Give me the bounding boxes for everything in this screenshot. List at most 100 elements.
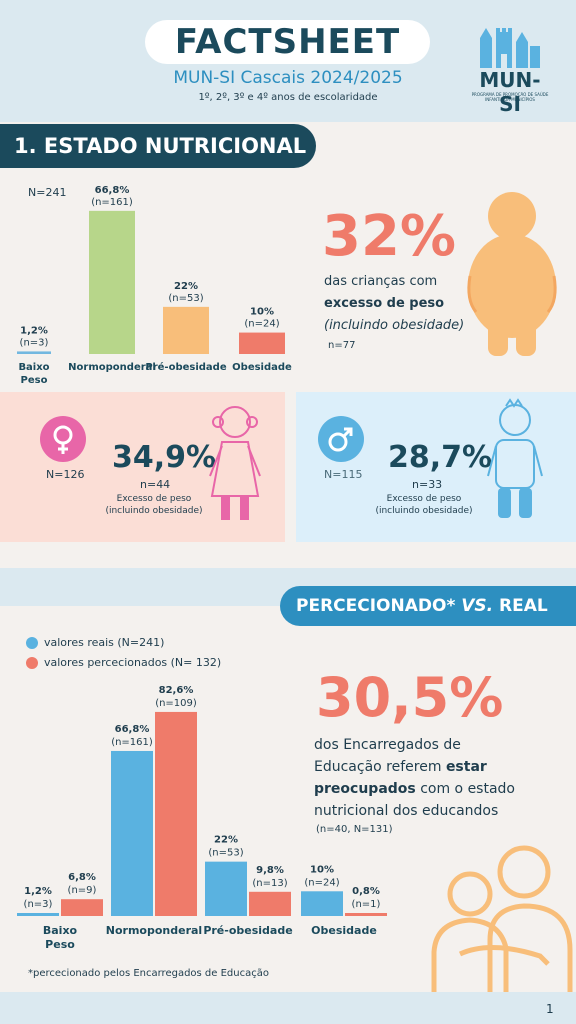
chart2-value-label: 1,2% — [24, 886, 52, 897]
legend-perceived-swatch — [26, 656, 38, 669]
chart2-category-label: Pré-obesidade — [203, 924, 292, 937]
legend-perceived-label: valores percecionados (N= 132) — [44, 656, 222, 669]
logo-subtext: PROGRAMA DE PROMOÇÃO DE SAÚDE INFANTIL D… — [471, 92, 549, 102]
section1-title: 1. ESTADO NUTRICIONAL — [14, 134, 307, 158]
concern-line2a: Educação referem — [314, 759, 442, 775]
chart1-n-label: (n=24) — [244, 319, 279, 330]
excess-line3: (incluindo obesidade) — [324, 318, 465, 333]
chart2-value-label: 10% — [310, 864, 334, 875]
chart1-category-label: Baixo — [18, 362, 49, 373]
girls-panel — [0, 392, 285, 542]
title-pill: FACTSHEET — [145, 20, 430, 64]
boys-pct: 28,7% — [388, 440, 493, 475]
chart1-n-label: (n=3) — [20, 337, 49, 348]
chart1-n-label: (n=161) — [91, 197, 133, 208]
chart2-value-label: 22% — [214, 835, 238, 846]
chart2-n-label: (n=109) — [155, 698, 197, 709]
section2-title-part1: PERCECIONADO* — [296, 596, 456, 616]
chart1-bar — [89, 210, 135, 354]
nutrition-bar-chart: 1,2%(n=3) Baixo Peso 66,8%(n=161) Normoponde… — [17, 185, 292, 385]
section2-banner: PERCECIONADO* VS. REAL — [280, 586, 576, 626]
excess-n: n=77 — [328, 340, 356, 351]
chart2-value-label: 9,8% — [256, 865, 284, 876]
chart2-bar — [205, 861, 247, 916]
castle-logo-icon — [480, 28, 540, 68]
chart2-bar — [301, 891, 343, 916]
chart1-category-label: Obesidade — [232, 362, 292, 373]
chart1-category-label: Normoponderal — [68, 362, 156, 373]
chart1-value-label: 10% — [250, 307, 274, 318]
chart2-value-label: 82,6% — [159, 685, 194, 696]
chart2-bar — [17, 913, 59, 916]
section2-title-vs: VS. — [461, 596, 494, 616]
chart2-bar — [155, 711, 197, 916]
girls-line1: Excesso de peso — [116, 494, 192, 504]
boys-line1: Excesso de peso — [386, 494, 462, 504]
concern-line1: dos Encarregados de — [314, 737, 461, 753]
girls-n: N=126 — [46, 468, 85, 481]
chart2-n-label: (n=9) — [68, 885, 97, 896]
chart2-category-label: Baixo — [43, 924, 78, 937]
chart2-bar — [111, 750, 153, 916]
page-number: 1 — [546, 1002, 554, 1016]
girls-line2: (incluindo obesidade) — [105, 506, 203, 516]
concern-line2b: estar — [445, 759, 487, 775]
excess-weight-pct: 32% — [322, 204, 457, 269]
chart1-bar — [17, 351, 51, 354]
concern-text: dos Encarregados de Educação referem est… — [314, 734, 515, 822]
girls-pct: 34,9% — [112, 440, 217, 475]
chart2-n-label: (n=3) — [24, 899, 53, 910]
legend-real-label: valores reais (N=241) — [44, 636, 165, 649]
female-symbol-icon — [40, 416, 86, 462]
parent-hug-icon — [431, 845, 573, 992]
chart2-value-label: 6,8% — [68, 872, 96, 883]
chart1-category-label: Peso — [21, 375, 48, 385]
school-grades: 1º, 2º, 3º e 4º anos de escolaridade — [198, 92, 378, 103]
concern-line3a: preocupados — [314, 781, 416, 797]
chart2-n-label: (n=13) — [252, 878, 287, 889]
boy-figure-icon — [487, 398, 543, 518]
excess-line2: excesso de peso — [324, 296, 445, 311]
excess-line1: das crianças com — [324, 274, 438, 289]
footer-band — [0, 992, 576, 1024]
male-symbol-icon — [318, 416, 364, 462]
boys-n: N=115 — [324, 468, 363, 481]
footnote: *percecionado pelos Encarregados de Educ… — [28, 968, 269, 979]
logo-text: MUN-SI — [479, 68, 541, 116]
chart2-value-label: 0,8% — [352, 886, 380, 897]
concern-pct: 30,5% — [316, 666, 504, 729]
chart2-n-label: (n=24) — [304, 877, 339, 888]
concern-line3b: com o estado — [420, 781, 515, 797]
chart2-bar — [249, 891, 291, 916]
chart2-bar — [61, 899, 103, 916]
concern-n: (n=40, N=131) — [316, 824, 393, 835]
legend-real-swatch — [26, 636, 38, 649]
chart2-category-label: Normoponderal — [106, 924, 202, 937]
section2-title: PERCECIONADO* VS. REAL — [296, 596, 548, 616]
chart2-n-label: (n=161) — [111, 737, 153, 748]
chart2-value-label: 66,8% — [115, 724, 150, 735]
boys-sub-n: n=33 — [412, 478, 443, 491]
chart1-value-label: 22% — [174, 281, 198, 292]
chart2-n-label: (n=1) — [352, 899, 381, 910]
concern-line4: nutricional dos educandos — [314, 803, 499, 819]
chart1-value-label: 1,2% — [20, 325, 48, 336]
section1-banner: 1. ESTADO NUTRICIONAL — [0, 124, 316, 168]
chart1-category-label: Pré-obesidade — [145, 361, 226, 373]
chart1-value-label: 66,8% — [95, 185, 130, 196]
section2-title-part3: REAL — [499, 596, 548, 616]
legend-perceived: valores percecionados (N= 132) — [26, 656, 221, 669]
chart1-bar — [163, 306, 209, 354]
chart2-category-label: Obesidade — [311, 924, 377, 937]
chart1-n-label: (n=53) — [168, 293, 203, 304]
chart1-bar — [239, 332, 285, 354]
legend-real: valores reais (N=241) — [26, 636, 164, 649]
page-title: FACTSHEET — [174, 22, 401, 62]
page-subtitle: MUN-SI Cascais 2024/2025 — [173, 68, 403, 88]
chart2-bar — [345, 913, 387, 916]
chart2-n-label: (n=53) — [208, 848, 243, 859]
child-overweight-icon — [467, 192, 557, 356]
girls-sub-n: n=44 — [140, 478, 171, 491]
chart2-category-label: Peso — [45, 938, 75, 951]
